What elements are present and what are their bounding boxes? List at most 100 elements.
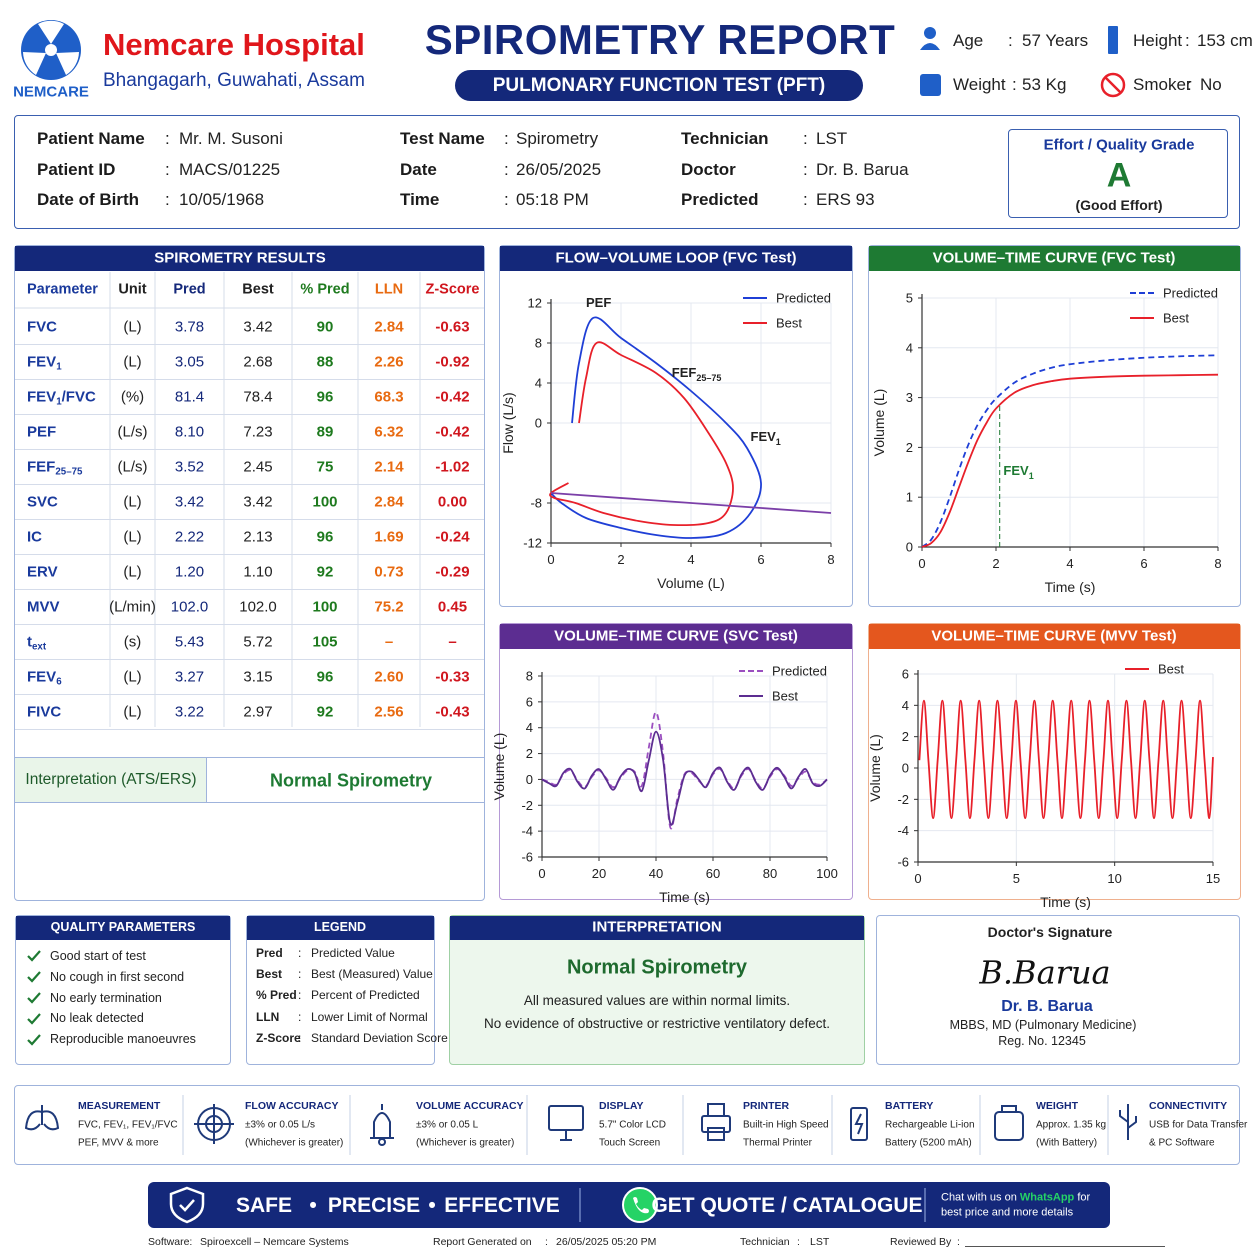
label-part: FEF <box>672 365 697 380</box>
separator: : <box>797 1235 800 1248</box>
slogan: EFFECTIVE <box>444 1193 560 1217</box>
stat-label: Age <box>953 31 984 51</box>
patient-box <box>14 115 1240 229</box>
logo <box>21 20 81 80</box>
field-value: Dr. B. Barua <box>816 160 909 180</box>
stat-label: Weight <box>953 75 1006 95</box>
footer-label: Software: <box>148 1235 193 1248</box>
panel-title: INTERPRETATION <box>592 918 722 936</box>
x-axis-label: Volume (L) <box>657 575 725 591</box>
legend-label: Best <box>1158 662 1184 677</box>
cell: 2.84 <box>374 493 404 511</box>
label-part: 25–75 <box>55 466 83 478</box>
stat-label: Height <box>1133 31 1183 51</box>
y-tick-label: -4 <box>521 824 533 839</box>
column-header: Z-Score <box>425 281 480 298</box>
cell: 8.10 <box>174 423 205 441</box>
cell: (L) <box>123 703 142 721</box>
interpretation-panel <box>449 915 865 1065</box>
specs-strip <box>14 1085 1240 1165</box>
x-tick-label: 2 <box>992 556 999 571</box>
spec-line: Built-in High Speed <box>743 1119 829 1131</box>
footer-value: Spiroexcell – Nemcare Systems <box>200 1235 349 1248</box>
cell: 3.78 <box>174 318 205 336</box>
footer-label: Report Generated on <box>433 1235 532 1248</box>
cell: 2.45 <box>243 458 273 476</box>
hospital-name: Nemcare Hospital <box>103 27 365 63</box>
y-tick-label: -12 <box>523 536 542 551</box>
cell: 68.3 <box>374 388 404 406</box>
report-subtitle: PULMONARY FUNCTION TEST (PFT) <box>492 75 826 97</box>
field-value: Spirometry <box>516 129 599 149</box>
quote-link[interactable]: GET QUOTE / CATALOGUE <box>651 1193 923 1217</box>
field-label: Test Name <box>400 129 485 149</box>
label-part: SVC <box>27 493 58 511</box>
chat-part: for <box>1077 1191 1091 1204</box>
cell: (L/s) <box>117 458 148 476</box>
cell: 3.15 <box>243 668 273 686</box>
y-tick-label: -6 <box>521 850 533 865</box>
x-tick-label: 0 <box>918 556 925 571</box>
cell: 2.22 <box>174 528 205 546</box>
label-part: FEV <box>27 668 57 686</box>
legend-desc: Lower Limit of Normal <box>311 1009 428 1024</box>
x-tick-label: 4 <box>687 552 694 567</box>
field-label: Date of Birth <box>37 190 139 210</box>
x-tick-label: 4 <box>1066 556 1073 571</box>
x-tick-label: 15 <box>1206 871 1220 886</box>
y-tick-label: 2 <box>902 729 909 744</box>
cell: 3.42 <box>243 318 273 336</box>
panel-title: QUALITY PARAMETERS <box>50 919 196 934</box>
subtitle-pill <box>455 70 863 101</box>
y-axis-label: Flow (L/s) <box>500 392 516 453</box>
label-part: ERV <box>27 563 58 581</box>
separator: : <box>957 1235 960 1248</box>
spec-title: DISPLAY <box>599 1099 644 1112</box>
annotation: FEV1 <box>1003 463 1033 481</box>
legend-term: Z-Score <box>256 1030 301 1045</box>
field-label: Patient ID <box>37 160 116 180</box>
field-value: 10/05/1968 <box>179 190 265 210</box>
cell: -0.42 <box>435 423 470 441</box>
cell: 2.60 <box>374 668 404 686</box>
parameter: FEF25–75 <box>27 458 83 478</box>
cell: (L/min) <box>109 598 156 616</box>
annotation: FEV1 <box>751 429 781 447</box>
legend-label: Predicted <box>772 664 827 679</box>
panel-title: VOLUME–TIME CURVE (FVC Test) <box>932 249 1176 267</box>
panel-title: VOLUME–TIME CURVE (SVC Test) <box>554 627 798 645</box>
footer-value: LST <box>810 1235 830 1248</box>
legend-desc: Percent of Predicted <box>311 988 420 1003</box>
cell: -0.29 <box>435 563 470 581</box>
field-label: Technician <box>681 129 769 149</box>
cell: 88 <box>316 353 334 371</box>
label-part: 1 <box>1029 471 1034 481</box>
y-tick-label: -8 <box>530 496 542 511</box>
x-tick-label: 60 <box>706 866 720 881</box>
cell: 3.52 <box>174 458 205 476</box>
y-tick-label: 4 <box>535 376 542 391</box>
legend-panel <box>246 915 435 1065</box>
address: Bhangagarh, Guwahati, Assam <box>103 70 365 92</box>
parameter: FVC <box>27 318 57 335</box>
y-tick-label: -4 <box>897 823 909 838</box>
separator: : <box>165 129 170 149</box>
cell: (L) <box>123 668 142 686</box>
cell: 75 <box>316 458 334 476</box>
spec-line: USB for Data Transfer <box>1149 1119 1248 1131</box>
quality-item: Reproducible manoeuvres <box>50 1032 196 1046</box>
label-part: PEF <box>27 423 57 441</box>
footer-value: 26/05/2025 05:20 PM <box>556 1235 657 1248</box>
cell: 102.0 <box>239 598 277 616</box>
cell: (%) <box>120 388 145 406</box>
cell: 90 <box>316 318 334 336</box>
legend-label: Predicted <box>776 291 831 306</box>
x-tick-label: 10 <box>1107 871 1121 886</box>
cell: 3.27 <box>174 668 205 686</box>
cell: – <box>384 633 394 651</box>
series-line <box>921 354 1219 548</box>
bullet: • <box>309 1193 317 1217</box>
series-line <box>549 341 734 527</box>
field-label: Patient Name <box>37 129 145 149</box>
